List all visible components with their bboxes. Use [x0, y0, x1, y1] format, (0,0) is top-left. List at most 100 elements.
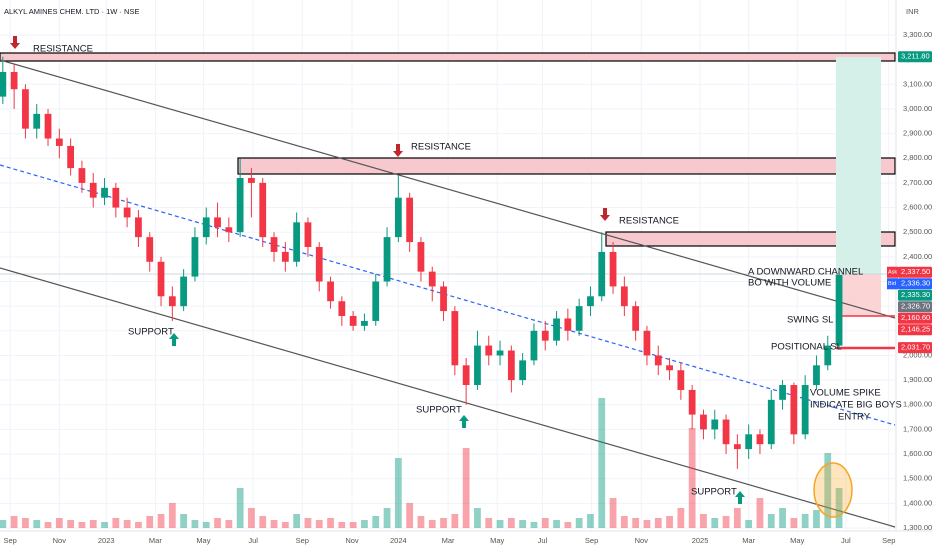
candle-body [790, 385, 798, 435]
candle-body [564, 318, 572, 331]
side-tag [887, 278, 898, 290]
volume-bar [112, 518, 120, 528]
price-tag-label: 2,031.70 [901, 343, 930, 352]
candles [0, 56, 843, 469]
candle-body [688, 389, 696, 415]
x-tick-label: Jul [538, 536, 548, 545]
volume-bar [767, 514, 775, 528]
volume-bar [553, 520, 560, 528]
volume-bar [462, 448, 470, 528]
volume-bar [756, 498, 764, 528]
volume-bar [507, 518, 515, 528]
candle-body [67, 145, 75, 169]
volume-bar [451, 514, 459, 528]
volume-bar [677, 508, 685, 528]
y-tick-label: 2,700.00 [903, 178, 932, 187]
candle-body [349, 316, 357, 326]
x-tick-label: May [490, 536, 504, 545]
volume-bar [700, 514, 707, 528]
price-tag [898, 312, 932, 324]
support-arrows [169, 333, 745, 504]
candle-body [112, 187, 120, 208]
candle-body [383, 237, 391, 282]
x-tick-label: Mar [149, 536, 162, 545]
volume-bar [428, 520, 436, 528]
volume-bar [440, 518, 447, 528]
volume-bar [146, 516, 154, 528]
volume-bar [349, 522, 357, 528]
price-tag [898, 51, 932, 63]
channel-mid [0, 164, 896, 426]
volume-bar [157, 514, 165, 528]
volume-bar [44, 522, 52, 528]
price-tags: 3,211.80 2,337.50 Ask 2,336.30 Bid 2,335.30 2,… [887, 51, 932, 354]
volume-bar [575, 518, 583, 528]
volume-bar [214, 518, 221, 528]
y-tick-label: 1,700.00 [903, 424, 932, 433]
candle-body [315, 246, 323, 282]
volume-bar [790, 518, 798, 528]
price-tag [898, 324, 932, 336]
candle-body [10, 71, 18, 90]
volume-bar [519, 520, 527, 528]
volume-bar [180, 514, 188, 528]
annotation: A DOWNWARD CHANNEL [748, 267, 863, 278]
price-tag [898, 266, 932, 278]
price-tag-label: 2,146.25 [901, 325, 930, 334]
annotation: INDICATE BIG BOYS [810, 400, 902, 411]
volume-bar [541, 518, 549, 528]
candle-body [44, 113, 52, 139]
resistance-arrows [10, 36, 610, 221]
y-tick-label: 1,400.00 [903, 498, 932, 507]
volume-bar [327, 518, 334, 528]
candle-body [609, 251, 617, 287]
candle-body [236, 177, 244, 233]
candle-body [78, 168, 86, 183]
volume-bar [78, 522, 86, 528]
annotation: ENTRY [838, 412, 871, 423]
volume-bar [394, 458, 402, 528]
volume-bar [835, 488, 843, 528]
volume-bar [281, 522, 289, 528]
volume-bar [270, 520, 278, 528]
candle-body [677, 370, 685, 390]
resistance-zone [0, 52, 896, 62]
volume-bar [496, 520, 504, 528]
volume-bar [259, 516, 267, 528]
side-tag-label: Ask [888, 270, 897, 276]
candle-body [259, 182, 267, 238]
y-tick-label: 1,800.00 [903, 400, 932, 409]
annotation: SUPPORT [691, 487, 737, 498]
x-tick-label: Nov [53, 536, 67, 545]
candle-body [101, 187, 108, 198]
y-tick-label: 1,300.00 [903, 523, 932, 532]
candle-body [270, 237, 278, 252]
candle-body [801, 385, 809, 435]
volume-bar [733, 508, 741, 528]
y-tick-label: 3,000.00 [903, 104, 932, 113]
x-tick-label: Jul [841, 536, 851, 545]
candle-body [745, 434, 753, 450]
candle-body [338, 301, 346, 317]
volume-bar [688, 428, 696, 528]
candle-body [575, 306, 583, 331]
candle-body [89, 182, 97, 198]
candle-body [519, 360, 527, 381]
candle-body [372, 281, 380, 321]
resistance-zone [237, 157, 896, 175]
volume-bar [598, 398, 606, 528]
price-tag [898, 342, 932, 354]
candle-body [598, 251, 606, 297]
candle-body [711, 419, 719, 430]
x-tick-label: 2025 [692, 536, 709, 545]
volume-bar [587, 514, 594, 528]
volume-bar [383, 508, 391, 528]
candle-body [0, 71, 7, 97]
candle-body [135, 217, 142, 238]
side-tag-label: Bid [888, 281, 896, 287]
candle-body [496, 350, 504, 356]
candle-body [293, 222, 301, 262]
volume-bar [67, 520, 75, 528]
volume-bar [711, 518, 719, 528]
